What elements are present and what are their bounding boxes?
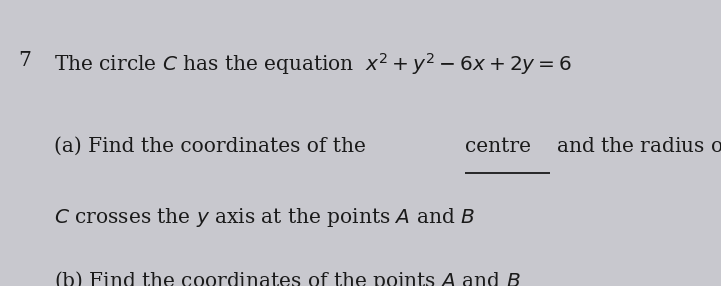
Text: centre: centre — [465, 137, 531, 156]
Text: (a) Find the coordinates of the: (a) Find the coordinates of the — [54, 137, 372, 156]
Text: The circle $C$ has the equation  $x^2 + y^2 - 6x + 2y = 6$: The circle $C$ has the equation $x^2 + y… — [54, 51, 572, 78]
Text: (b) Find the coordinates of the points $A$ and $B$: (b) Find the coordinates of the points $… — [54, 269, 521, 286]
Text: and the radius of $C$: and the radius of $C$ — [550, 137, 721, 156]
Text: $C$ crosses the $y$ axis at the points $A$ and $B$: $C$ crosses the $y$ axis at the points $… — [54, 206, 475, 229]
Text: 7: 7 — [18, 51, 31, 70]
